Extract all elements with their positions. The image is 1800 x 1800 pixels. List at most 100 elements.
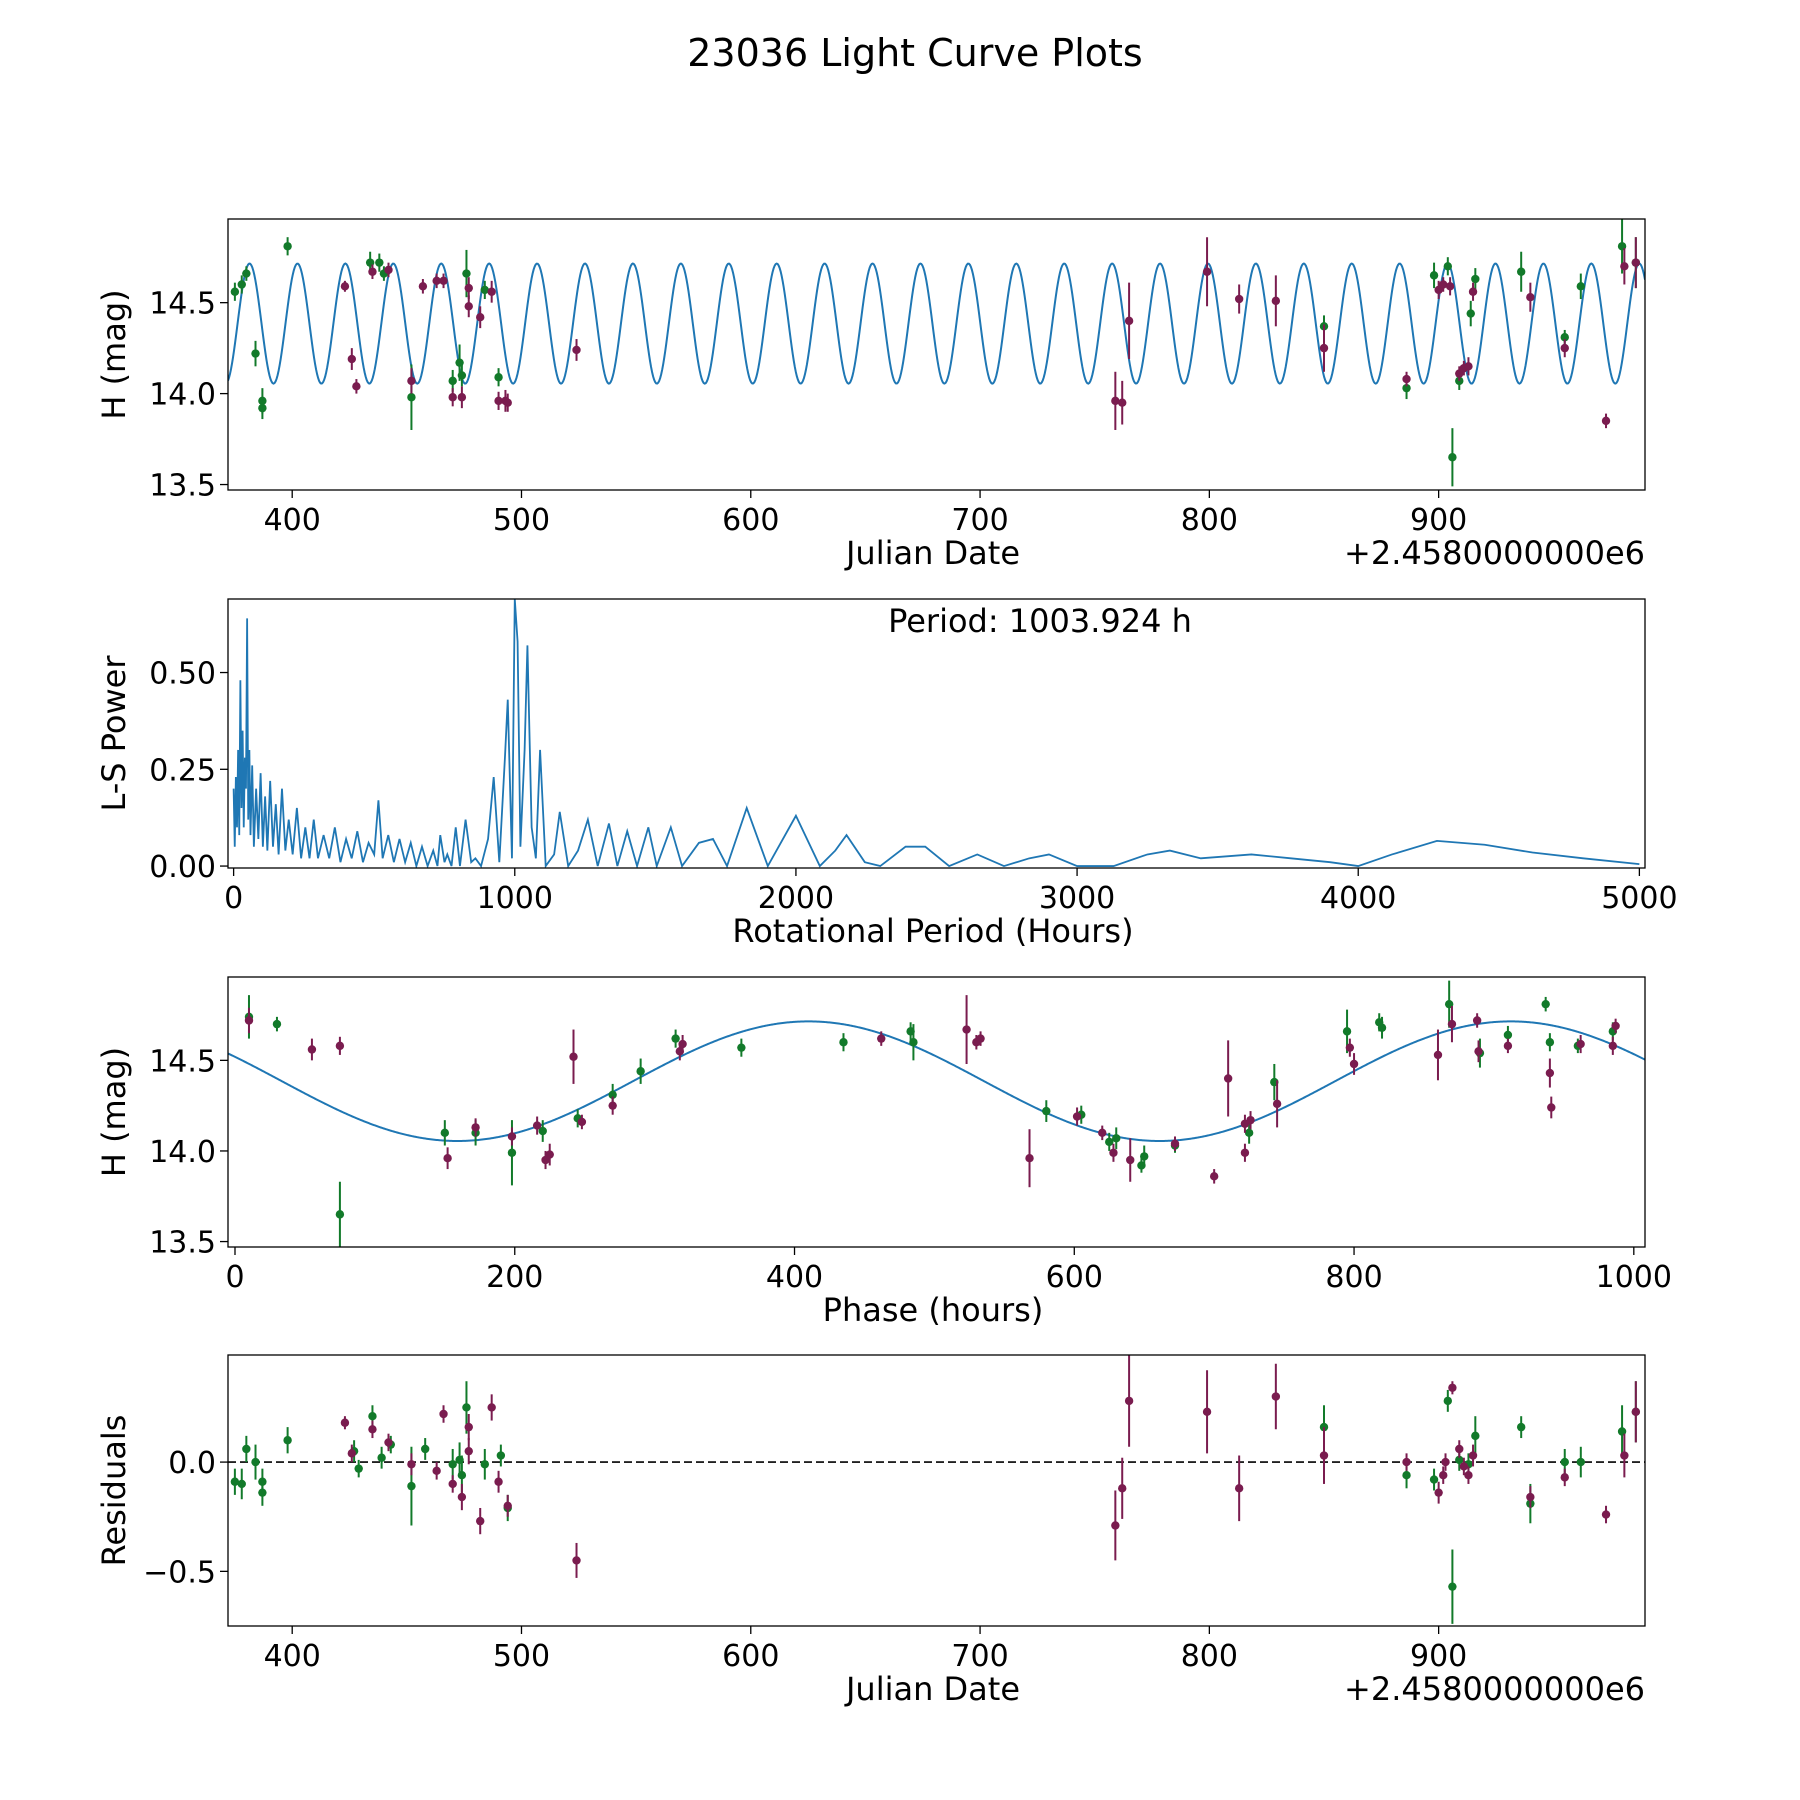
- data-point-purple: [439, 276, 448, 286]
- data-point-purple: [1111, 396, 1120, 406]
- x-tick-label: 800: [1181, 503, 1238, 538]
- lightcurve-ylabel: H (mag): [95, 289, 133, 419]
- data-point-purple: [1271, 296, 1281, 306]
- data-point-purple: [503, 398, 512, 407]
- data-point-purple: [503, 1501, 512, 1510]
- fit-curve: [228, 262, 1645, 385]
- data-point-purple: [418, 282, 428, 291]
- data-point-green: [448, 376, 457, 386]
- data-point-purple: [532, 1121, 542, 1130]
- data-point-green: [1576, 282, 1585, 291]
- data-point-purple: [1109, 1148, 1118, 1157]
- data-point-green: [538, 1126, 547, 1136]
- data-point-purple: [1246, 1115, 1255, 1125]
- x-tick-label: 600: [722, 503, 779, 538]
- fit-curve: [228, 1020, 1645, 1142]
- data-point-purple: [1560, 343, 1569, 353]
- power-line: [232, 599, 1640, 868]
- data-point-purple: [1459, 1462, 1469, 1471]
- data-point-purple: [464, 302, 473, 311]
- data-point-green: [1471, 1431, 1480, 1441]
- data-point-green: [1448, 453, 1457, 462]
- phased-ylabel: H (mag): [95, 1047, 133, 1177]
- data-point-green: [1402, 383, 1411, 393]
- data-point-green: [258, 403, 267, 413]
- y-tick-label: 14.0: [149, 1135, 216, 1170]
- data-point-purple: [976, 1034, 985, 1043]
- data-point-purple: [1118, 1484, 1127, 1493]
- data-point-green: [242, 1444, 251, 1454]
- data-point-purple: [443, 1154, 452, 1163]
- data-point-purple: [432, 276, 441, 286]
- data-point-purple: [1455, 1444, 1464, 1454]
- data-point-purple: [1560, 1473, 1569, 1482]
- data-point-green: [1140, 1152, 1149, 1161]
- x-tick-label: 400: [264, 1639, 321, 1674]
- data-point-green: [1402, 1471, 1411, 1480]
- data-point-green: [251, 1457, 260, 1467]
- y-tick-label: −0.5: [143, 1555, 216, 1590]
- data-point-green: [480, 285, 490, 295]
- data-point-purple: [1271, 1392, 1281, 1401]
- y-tick-label: 0.0: [168, 1446, 216, 1481]
- data-point-green: [1377, 1023, 1387, 1032]
- data-point-green: [1503, 1030, 1513, 1040]
- x-tick-label: 200: [486, 1260, 543, 1295]
- data-point-green: [1455, 1455, 1464, 1465]
- data-point-purple: [1601, 1510, 1611, 1519]
- periodogram-axes-frame: [227, 598, 1646, 869]
- y-tick-label: 14.5: [149, 287, 216, 322]
- data-point-green: [1443, 262, 1453, 271]
- phased-xlabel: Phase (hours): [823, 1291, 1044, 1329]
- x-tick-label: 700: [951, 1639, 1008, 1674]
- data-point-purple: [340, 1418, 350, 1427]
- data-point-green: [1541, 999, 1550, 1009]
- data-point-green: [636, 1067, 645, 1076]
- x-tick-label: 500: [493, 503, 550, 538]
- data-point-purple: [1545, 1068, 1555, 1078]
- data-point-green: [230, 1477, 240, 1486]
- x-tick-label: 0: [225, 1260, 244, 1295]
- data-point-purple: [1234, 1484, 1244, 1493]
- data-point-green: [608, 1090, 617, 1099]
- data-point-green: [242, 269, 251, 278]
- x-tick-label: 1000: [477, 881, 553, 916]
- data-point-green: [839, 1038, 848, 1047]
- data-point-purple: [1464, 1471, 1473, 1480]
- residuals-offset-label: +2.4580000000e6: [1344, 1670, 1645, 1708]
- data-point-purple: [1631, 258, 1641, 267]
- x-tick-label: 400: [264, 503, 321, 538]
- residuals-panel: 400 500 600 700 800 900 −0.5 0.0 Julian Date Re…: [95, 1354, 1646, 1708]
- data-point-purple: [457, 1492, 467, 1502]
- data-point-green: [1560, 1457, 1569, 1467]
- residuals-xlabel: Julian Date: [844, 1670, 1020, 1708]
- data-point-green: [1448, 1582, 1457, 1591]
- data-point-green: [457, 1471, 467, 1480]
- lightcurve-offset-label: +2.4580000000e6: [1344, 534, 1645, 572]
- data-point-purple: [347, 354, 357, 364]
- x-tick-label: 900: [1410, 1639, 1467, 1674]
- data-point-purple: [1441, 1457, 1450, 1467]
- data-point-green: [1105, 1137, 1114, 1147]
- data-point-purple: [244, 1016, 254, 1025]
- data-point-green: [737, 1043, 746, 1052]
- periodogram-panel: 0 1000 2000 3000 4000 5000 0.00 0.25 0.50 Rotati…: [95, 598, 1678, 950]
- lightcurve-xlabel: Julian Date: [844, 534, 1020, 572]
- data-point-purple: [1202, 267, 1212, 276]
- data-point-purple: [384, 265, 393, 275]
- data-point-purple: [494, 396, 503, 406]
- data-point-green: [1429, 1475, 1439, 1484]
- data-point-green: [407, 393, 416, 402]
- data-point-purple: [464, 1422, 473, 1432]
- phased-panel: 0 200 400 600 800 1000 13.5 14.0 14.5 Phase (hou…: [95, 976, 1672, 1329]
- data-point-purple: [1464, 362, 1473, 371]
- data-point-purple: [1631, 1407, 1641, 1417]
- data-point-purple: [448, 1479, 457, 1489]
- data-point-purple: [1526, 1492, 1535, 1502]
- data-point-purple: [1433, 1050, 1443, 1060]
- data-point-purple: [1118, 398, 1127, 407]
- x-tick-label: 400: [766, 1260, 823, 1295]
- data-point-purple: [368, 267, 377, 276]
- data-point-green: [1466, 309, 1475, 318]
- data-point-green: [230, 287, 240, 296]
